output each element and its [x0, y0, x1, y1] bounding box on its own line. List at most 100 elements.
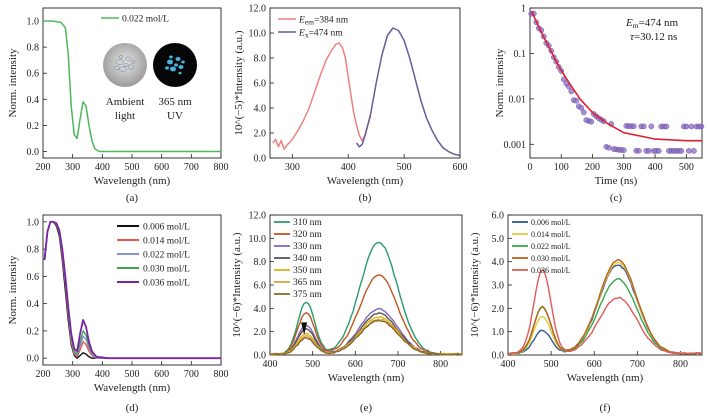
- legend-label: 340 nm: [293, 254, 322, 264]
- decay-point: [606, 144, 612, 151]
- legend-label: 330 nm: [293, 242, 322, 252]
- legend-label: Ex=474 nm: [298, 29, 343, 40]
- y-tick-label: 1.0: [492, 327, 505, 338]
- y-tick-label: 2.0: [492, 304, 505, 315]
- decay-point: [691, 148, 697, 154]
- panel-f: 400 500 600 700 800 0.0 1.0 2.0 3.0 4.0 5.0 6.0 Wave…: [469, 211, 703, 414]
- x-tick-label: 600: [348, 359, 363, 370]
- lifetime-annotation: τ=30.12 ns: [630, 31, 677, 43]
- x-tick-label: 500: [397, 162, 412, 173]
- panel-e: 400 500 600 700 800 0.0 2.0 4.0 6.0 8.0 10.0 12.0 Wa…: [231, 211, 463, 414]
- decay-point: [646, 148, 652, 154]
- x-tick-label: 800: [673, 359, 688, 370]
- legend-label: Eem=384 nm: [298, 16, 349, 27]
- x-tick-label: 500: [125, 162, 140, 173]
- x-tick-label: 100: [554, 162, 569, 173]
- y-tick-label: 6.0: [254, 79, 267, 90]
- x-tick-label: 600: [587, 359, 602, 370]
- panel-b: 300 400 500 600 0.0 2.0 4.0 6.0 8.0 10.0 12.0 Wavel…: [233, 4, 468, 205]
- y-axis-label: 10^(−6)*Intensity (a.u.): [469, 232, 481, 337]
- series-line-0: [272, 42, 372, 151]
- decay-point: [581, 109, 587, 116]
- x-tick-label: 500: [125, 369, 140, 380]
- series-line-1: [269, 274, 463, 356]
- x-tick-label: 400: [95, 369, 110, 380]
- y-tick-label: 4.0: [254, 104, 267, 115]
- series-line-3: [43, 221, 221, 359]
- panel-label: (b): [359, 192, 372, 204]
- inset-caption-uv: UV: [167, 110, 183, 122]
- x-tick-label: 300: [65, 162, 80, 173]
- x-tick-label: 700: [184, 369, 199, 380]
- y-tick-label: 0.8: [27, 245, 40, 256]
- y-tick-label: 6.0: [492, 211, 505, 222]
- decay-point: [636, 147, 642, 154]
- glowing-crystal: [169, 55, 173, 59]
- inset-caption-ambient: Ambient: [106, 96, 145, 108]
- y-axis-label: 10^(−5)*Intensity (a.u.): [233, 30, 245, 135]
- glowing-crystal: [174, 63, 178, 67]
- y-tick-label: 12.0: [249, 4, 267, 15]
- y-tick-label: 1.0: [27, 217, 40, 228]
- x-tick-label: 500: [679, 162, 694, 173]
- x-tick-label: 800: [214, 369, 229, 380]
- y-axis-label: Norm. intensity: [7, 255, 19, 325]
- x-axis-label: Time (ns): [595, 175, 638, 187]
- decay-point: [663, 123, 670, 130]
- y-axis-label: Norm. intensity: [7, 48, 19, 118]
- decay-point: [656, 148, 662, 154]
- x-axis-label: Wavelength (nm): [94, 175, 171, 187]
- y-tick-label: 0.4: [27, 299, 40, 310]
- y-tick-label: 0.0: [27, 147, 40, 158]
- crystal-grain: [119, 66, 127, 72]
- y-tick-label: 0.2: [27, 121, 40, 132]
- x-tick-label: 700: [184, 162, 199, 173]
- fit-line: [530, 10, 702, 142]
- x-tick-label: 800: [433, 359, 448, 370]
- x-tick-label: 0: [528, 162, 533, 173]
- decay-point: [688, 123, 695, 130]
- y-axis-label: Norm. intensity: [494, 48, 506, 118]
- inset-caption-uv: 365 nm: [158, 96, 192, 108]
- x-tick-label: 300: [65, 369, 80, 380]
- y-tick-label: 0.4: [27, 95, 40, 106]
- crystal-grain: [115, 58, 125, 66]
- y-tick-label: 0.2: [27, 326, 40, 337]
- y-tick-label: 0.0: [27, 354, 40, 365]
- legend-label: 0.014 mol/L: [143, 237, 190, 247]
- crystal-grain: [127, 64, 135, 70]
- series-line-2: [269, 307, 463, 356]
- legend-label: 0.030 mol/L: [531, 254, 571, 263]
- legend-label: 0.030 mol/L: [143, 265, 190, 275]
- panel-c: 0 100 200 300 400 500 1 0.1 0.01 0.001 Time (ns) No…: [494, 4, 705, 204]
- y-tick-label: 10.0: [249, 29, 267, 40]
- y-tick-label: 6.0: [254, 281, 267, 292]
- crystal-grain: [123, 63, 129, 67]
- plot-frame: [529, 7, 703, 159]
- decay-point: [631, 123, 637, 129]
- y-tick-label: 0.0: [492, 351, 505, 362]
- glowing-crystal: [178, 65, 184, 69]
- legend-label: 0.022 mol/L: [143, 251, 190, 261]
- crystal-grain: [118, 55, 124, 59]
- x-tick-label: 600: [154, 369, 169, 380]
- series-line-4: [43, 220, 221, 360]
- panel-label: (c): [610, 192, 623, 204]
- y-tick-label: 8.0: [254, 257, 267, 268]
- decay-point: [578, 105, 585, 111]
- crystal-grain: [124, 56, 132, 62]
- glowing-crystal: [165, 66, 169, 70]
- glowing-crystal: [175, 57, 181, 61]
- x-tick-label: 200: [585, 162, 600, 173]
- x-tick-label: 600: [453, 162, 468, 173]
- y-tick-label: 0.0: [254, 351, 267, 362]
- decay-point: [641, 123, 647, 130]
- y-tick-label: 3.0: [492, 281, 505, 292]
- decay-point: [686, 148, 692, 154]
- y-axis-label: 10^(−6)*Intensity (a.u.): [231, 232, 243, 337]
- legend-label: 310 nm: [293, 218, 322, 228]
- legend-label: 0.022 mol/L: [122, 15, 169, 25]
- series-line-3: [507, 259, 703, 355]
- y-tick-label: 0.1: [514, 49, 527, 60]
